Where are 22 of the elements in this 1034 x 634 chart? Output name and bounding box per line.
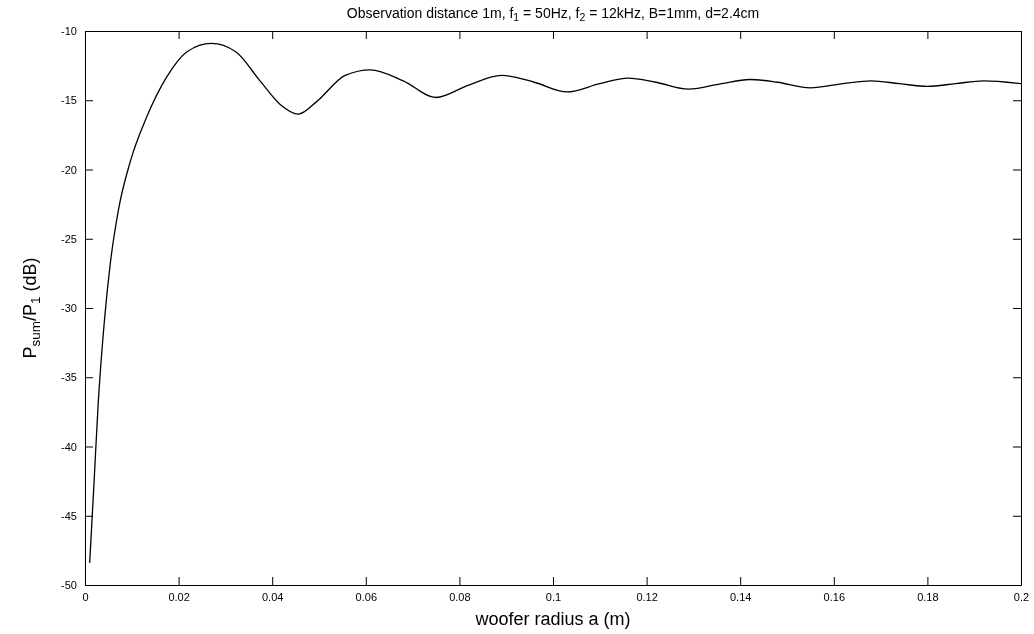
- x-tick-label: 0.16: [823, 590, 846, 603]
- x-tick-label: 0.12: [636, 590, 658, 603]
- x-tick-label: 0: [82, 590, 89, 603]
- x-tick-label: 0.1: [545, 590, 562, 603]
- x-tick-label: 0.14: [729, 590, 752, 603]
- x-tick-label: 0.06: [355, 590, 378, 603]
- x-tick-label: 0.02: [168, 590, 190, 603]
- y-tick-label: -15: [61, 94, 77, 107]
- y-tick-label: -50: [61, 579, 77, 592]
- x-axis-title: woofer radius a (m): [474, 609, 631, 629]
- y-tick-label: -30: [61, 302, 77, 315]
- y-tick-label: -25: [61, 232, 77, 245]
- chart-title: Observation distance 1m, f$_{1}$ = 50Hz, f$_{2}$ = 12kHz, B=1mm, d=2.4cm: [346, 5, 760, 24]
- y-tick-label: -20: [61, 163, 77, 176]
- y-tick-label: -35: [61, 371, 77, 384]
- x-tick-label: 0.04: [261, 590, 284, 603]
- x-tick-label: 0.08: [449, 590, 471, 603]
- x-tick-label: 0.2: [1013, 590, 1030, 603]
- y-tick-label: -45: [61, 509, 77, 522]
- y-tick-label: -40: [61, 440, 77, 453]
- x-tick-label: 0.18: [917, 590, 939, 603]
- y-tick-label: -10: [61, 25, 77, 38]
